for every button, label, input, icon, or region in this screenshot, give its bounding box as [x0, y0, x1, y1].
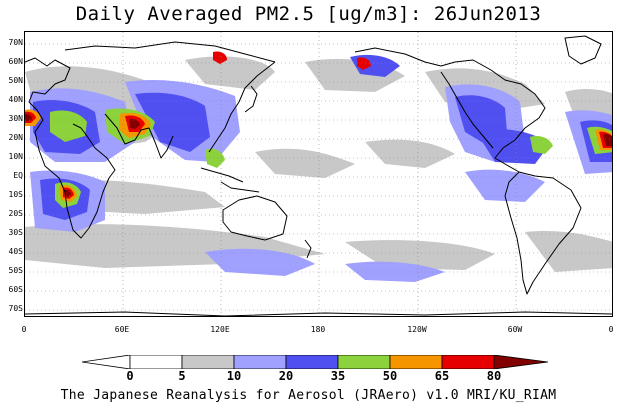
footer-credit: The Japanese Reanalysis for Aerosol (JRA…	[60, 388, 557, 403]
colorbar-label-35: 35	[330, 369, 346, 383]
coastlines	[25, 35, 612, 316]
colorbar-swatch-50-65	[389, 354, 443, 370]
lat-label-20s: 20S	[8, 209, 23, 218]
colorbar-label-10: 10	[226, 369, 242, 383]
colorbar-label-20: 20	[278, 369, 294, 383]
lat-label-70s: 70S	[8, 304, 23, 313]
lat-label-20n: 20N	[8, 133, 23, 142]
colorbar-max-arrow	[493, 354, 549, 370]
colorbar-swatch-0-5	[129, 354, 183, 370]
pm25-map	[24, 31, 613, 317]
colorbar-label-5: 5	[178, 369, 186, 383]
colorbar-min-arrow	[81, 354, 131, 370]
lat-label-60n: 60N	[8, 57, 23, 66]
lon-label-180: 180	[310, 325, 326, 334]
colorbar-swatch-5-10	[181, 354, 235, 370]
colorbar-swatch-20-35	[285, 354, 339, 370]
colorbar-label-80: 80	[486, 369, 502, 383]
map-canvas	[25, 32, 612, 316]
lat-label-10s: 10S	[8, 190, 23, 199]
colorbar-swatch-35-50	[337, 354, 391, 370]
lat-label-40n: 40N	[8, 95, 23, 104]
pm25-shading	[25, 51, 612, 282]
colorbar-swatch-65-80	[441, 354, 495, 370]
lon-label-60e: 60E	[114, 325, 130, 334]
lon-label-120w: 120W	[407, 325, 427, 334]
colorbar	[81, 354, 549, 370]
lon-label-0-west: 0	[21, 325, 27, 334]
map-title: Daily Averaged PM2.5 [ug/m3]: 26Jun2013	[75, 3, 542, 25]
lat-label-eq: EQ	[13, 171, 23, 180]
lat-label-50s: 50S	[8, 266, 23, 275]
lat-label-70n: 70N	[8, 38, 23, 47]
colorbar-label-50: 50	[382, 369, 398, 383]
lat-label-40s: 40S	[8, 247, 23, 256]
lat-label-30s: 30S	[8, 228, 23, 237]
colorbar-label-65: 65	[434, 369, 450, 383]
colorbar-label-0: 0	[126, 369, 134, 383]
colorbar-svg	[81, 354, 549, 370]
lat-label-60s: 60S	[8, 285, 23, 294]
lat-label-50n: 50N	[8, 76, 23, 85]
lon-label-120e: 120E	[210, 325, 230, 334]
colorbar-swatch-10-20	[233, 354, 287, 370]
lon-label-60w: 60W	[507, 325, 523, 334]
lon-label-0-east: 0	[608, 325, 614, 334]
lat-label-30n: 30N	[8, 114, 23, 123]
lat-label-10n: 10N	[8, 152, 23, 161]
